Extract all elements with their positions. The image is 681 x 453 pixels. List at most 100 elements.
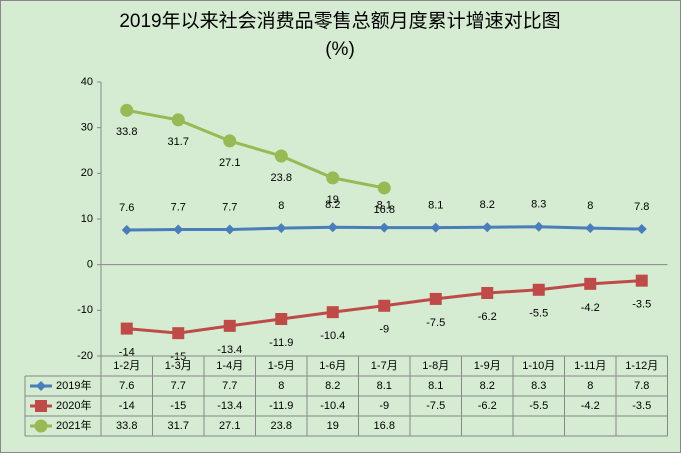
x-tick-label: 1-3月 xyxy=(165,360,192,372)
table-cell: 7.6 xyxy=(119,380,134,392)
legend-marker xyxy=(34,419,48,433)
table-cell: -14 xyxy=(119,400,135,412)
data-label: -4.2 xyxy=(581,302,600,314)
table-cell: -6.2 xyxy=(478,400,497,412)
table-cell: 8.2 xyxy=(325,380,340,392)
x-tick-label: 1-7月 xyxy=(371,360,398,372)
data-label: 8.1 xyxy=(377,200,392,212)
point xyxy=(276,223,287,234)
data-label: -11.9 xyxy=(269,337,293,349)
data-label: 7.8 xyxy=(634,201,649,213)
data-label: 7.7 xyxy=(171,201,186,213)
y-tick-label: 0 xyxy=(87,259,93,271)
point xyxy=(635,274,648,287)
point xyxy=(481,286,494,299)
x-tick-label: 1-2月 xyxy=(113,360,140,372)
series-line xyxy=(126,108,385,190)
point xyxy=(584,277,597,290)
x-tick-label: 1-10月 xyxy=(522,360,555,372)
data-label: 8 xyxy=(587,200,593,212)
y-tick-label: 10 xyxy=(81,213,93,225)
x-tick-label: 1-8月 xyxy=(422,360,449,372)
table-cell: 8 xyxy=(587,380,593,392)
table-cell: -5.5 xyxy=(529,400,548,412)
table-cell: 23.8 xyxy=(271,420,292,432)
table-cell: -7.5 xyxy=(426,400,445,412)
point xyxy=(636,224,647,235)
point xyxy=(171,113,185,127)
y-tick-label: 20 xyxy=(81,167,93,179)
table-cell: 16.8 xyxy=(374,420,395,432)
table-cell: 31.7 xyxy=(168,420,189,432)
point xyxy=(173,224,184,235)
data-label: -3.5 xyxy=(632,299,651,311)
table-cell: -4.2 xyxy=(581,400,600,412)
table-cell: -3.5 xyxy=(632,400,651,412)
data-label: 8.2 xyxy=(325,199,340,211)
data-label: -14 xyxy=(119,347,135,359)
point xyxy=(121,224,132,235)
data-label: -6.2 xyxy=(478,311,497,323)
point xyxy=(482,222,493,233)
table-cell: 7.8 xyxy=(634,380,649,392)
table-cell: 19 xyxy=(327,420,339,432)
data-label: 7.7 xyxy=(222,201,237,213)
point xyxy=(327,222,338,233)
point xyxy=(172,327,185,340)
data-label: -9 xyxy=(379,324,389,336)
point xyxy=(326,171,340,185)
table-cell: -13.4 xyxy=(217,400,242,412)
point xyxy=(430,222,441,233)
legend-marker xyxy=(36,381,46,391)
data-label: -10.4 xyxy=(320,330,345,342)
data-label: 31.7 xyxy=(168,136,189,148)
chart-unit: (%) xyxy=(325,39,355,60)
table-cell: -15 xyxy=(170,400,186,412)
x-tick-label: 1-5月 xyxy=(268,360,295,372)
table-cell: 8.3 xyxy=(531,380,546,392)
point xyxy=(224,224,235,235)
point xyxy=(377,181,391,195)
legend-label: 2020年 xyxy=(56,398,91,412)
legend-marker xyxy=(35,400,47,412)
data-label: -13.4 xyxy=(217,344,242,356)
data-label: 8.2 xyxy=(480,199,495,211)
point xyxy=(533,221,544,232)
point xyxy=(429,292,442,305)
y-tick-label: -10 xyxy=(77,304,93,316)
table-cell: 8.1 xyxy=(377,380,392,392)
point xyxy=(274,149,288,163)
table-cell: 8.2 xyxy=(480,380,495,392)
table-cell: 27.1 xyxy=(219,420,240,432)
data-label: 8.3 xyxy=(531,199,546,211)
chart-title: 2019年以来社会消费品零售总额月度累计增速对比图 xyxy=(119,10,560,32)
data-label: 8.1 xyxy=(428,200,443,212)
table-cell: 8.1 xyxy=(428,380,443,392)
data-label: -5.5 xyxy=(529,308,548,320)
data-label: -7.5 xyxy=(426,317,445,329)
data-label: 27.1 xyxy=(219,157,240,169)
point xyxy=(120,322,133,335)
y-tick-label: 30 xyxy=(81,122,93,134)
point xyxy=(120,103,134,117)
point xyxy=(223,319,236,332)
x-tick-label: 1-11月 xyxy=(574,360,606,372)
data-label: 23.8 xyxy=(271,172,292,184)
data-label: -15 xyxy=(170,351,186,363)
point xyxy=(532,283,545,296)
point xyxy=(223,134,237,148)
legend-label: 2019年 xyxy=(56,378,91,392)
data-label: 19 xyxy=(327,194,339,206)
table-cell: -10.4 xyxy=(320,400,345,412)
x-tick-label: 1-9月 xyxy=(474,360,501,372)
point xyxy=(585,223,596,234)
data-label: 7.6 xyxy=(119,202,134,214)
legend-label: 2021年 xyxy=(56,418,91,432)
data-label: 16.8 xyxy=(374,204,395,216)
table-cell: -11.9 xyxy=(269,400,293,412)
point xyxy=(378,299,391,312)
data-label: 33.8 xyxy=(116,126,137,138)
table-cell: 33.8 xyxy=(116,420,137,432)
table-cell: -9 xyxy=(379,400,389,412)
